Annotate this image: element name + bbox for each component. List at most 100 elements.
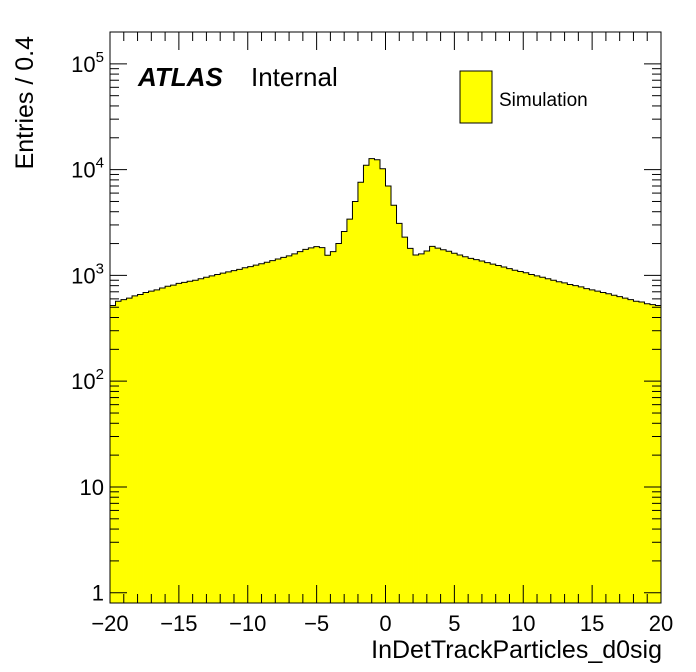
histogram-bin <box>341 231 348 603</box>
legend-label-simulation: Simulation <box>499 90 588 111</box>
histogram-bin <box>275 258 282 603</box>
histogram-bin <box>457 254 464 603</box>
x-axis-title: InDetTrackParticles_d0sig <box>371 636 662 664</box>
histogram-bin <box>379 168 386 603</box>
histogram-bin <box>440 249 447 603</box>
histogram-bin <box>357 182 364 603</box>
histogram-bin <box>495 265 502 603</box>
histogram-bin <box>451 253 458 603</box>
x-tick-label: −20 <box>91 611 128 636</box>
histogram-bin <box>192 280 199 603</box>
x-tick-label: 5 <box>448 611 460 636</box>
histogram-bin <box>605 293 612 603</box>
histogram-bin <box>225 271 232 603</box>
histogram-bin <box>187 281 194 603</box>
histogram-bin <box>264 262 271 603</box>
histogram-bin <box>413 254 419 603</box>
histogram-bin <box>644 303 651 603</box>
histogram-bin <box>655 305 662 603</box>
axis-ticks <box>109 31 662 603</box>
histogram-bin <box>402 237 408 603</box>
histogram-bin <box>473 259 480 603</box>
histogram-bin <box>517 271 524 603</box>
y-tick-label: 1 <box>92 581 104 606</box>
y-tick-label: 10 <box>80 475 104 500</box>
histogram-bin <box>633 301 640 603</box>
histogram-bin <box>302 249 309 603</box>
x-tick-label: 0 <box>379 611 391 636</box>
x-tick-label: −15 <box>160 611 197 636</box>
atlas-status-label: Internal <box>251 62 338 92</box>
atlas-brand-label: ATLAS <box>137 62 223 92</box>
histogram-bin <box>512 270 519 603</box>
histogram-bin <box>572 285 579 603</box>
histogram-bin <box>242 267 249 603</box>
y-axis-title: Entries / 0.4 <box>11 36 39 169</box>
histogram-bin <box>258 263 265 603</box>
histogram-bin <box>308 247 315 603</box>
histogram-bin <box>330 251 337 603</box>
histogram-bin <box>236 269 243 603</box>
histogram-bin <box>391 205 397 603</box>
histogram-bin <box>638 302 645 603</box>
histogram-bin <box>616 296 623 603</box>
histogram-bin <box>556 281 563 603</box>
histogram-bin <box>561 282 568 603</box>
x-tick-label: −5 <box>304 611 329 636</box>
histogram-bin <box>253 265 260 603</box>
histogram-bin <box>297 251 304 603</box>
histogram-bin <box>220 273 227 603</box>
histogram-bin <box>126 298 133 603</box>
histogram-bin <box>132 295 138 603</box>
histogram-layer <box>110 158 662 604</box>
histogram-bin <box>148 291 155 603</box>
x-tick-label: 20 <box>649 611 673 636</box>
y-tick-label: 104 <box>71 155 104 183</box>
histogram-bin <box>506 268 513 603</box>
histogram-bin <box>435 248 441 603</box>
histogram-bin <box>424 251 430 604</box>
histogram-bin <box>611 295 618 603</box>
x-tick-label: 10 <box>511 611 535 636</box>
histogram-bin <box>479 260 486 603</box>
histogram-bin <box>214 274 221 603</box>
histogram-bin <box>324 255 331 603</box>
x-tick-label: 15 <box>580 611 604 636</box>
histogram-bin <box>159 288 166 603</box>
histogram-bin <box>385 186 392 603</box>
histogram-bin <box>143 292 149 603</box>
histogram-bin <box>594 291 601 603</box>
histogram-bin <box>490 264 497 603</box>
histogram-bin <box>291 253 298 604</box>
histogram-bin <box>346 219 353 603</box>
y-tick-label: 105 <box>71 49 104 77</box>
histogram-bin <box>649 304 656 603</box>
histogram-bin <box>280 257 287 603</box>
histogram-bin <box>627 299 634 603</box>
histogram-bin <box>501 267 508 603</box>
histogram-bin <box>534 275 541 603</box>
histogram-bin <box>622 298 629 603</box>
histogram-bin <box>110 305 116 603</box>
histogram-bin <box>407 248 414 603</box>
histogram-bin <box>418 253 425 604</box>
histogram-bin <box>396 223 403 603</box>
histogram-bin <box>247 266 254 603</box>
histogram-bin <box>583 288 590 603</box>
histogram-bin <box>209 275 216 603</box>
histogram-bin <box>539 277 546 603</box>
histogram-bin <box>352 201 359 603</box>
histogram-bin <box>115 301 122 603</box>
histogram-bin <box>121 299 127 603</box>
histogram-bin <box>528 274 535 603</box>
histogram-bin <box>335 243 342 603</box>
histogram-bin <box>198 278 205 603</box>
histogram-bin <box>589 289 596 603</box>
histogram-bin <box>137 294 144 603</box>
histogram-bin <box>231 270 238 603</box>
legend-swatch-simulation <box>459 70 493 124</box>
histogram-bin <box>523 272 530 603</box>
x-tick-label: −10 <box>229 611 266 636</box>
histogram-bin <box>203 277 210 603</box>
